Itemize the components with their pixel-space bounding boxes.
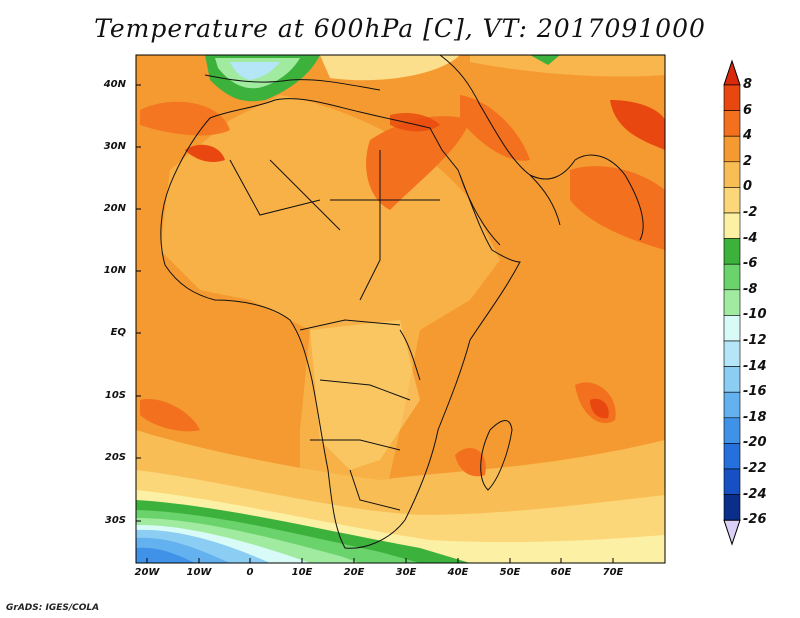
colorbar-label: -14 — [743, 358, 767, 374]
lon-label-50e: 50E — [499, 567, 521, 578]
grads-credit: GrADS: IGES/COLA — [6, 603, 100, 613]
colorbar-swatch — [723, 468, 741, 495]
map-frame — [135, 54, 666, 564]
axis-ticks — [136, 84, 614, 563]
lon-label-20w: 20W — [134, 567, 160, 578]
colorbar-swatch — [723, 84, 741, 111]
lon-label-30e: 30E — [395, 567, 417, 578]
lat-label-40n: 40N — [103, 79, 126, 90]
colorbar-swatch — [723, 135, 741, 163]
colorbar-label: -12 — [743, 333, 767, 348]
lon-label-20e: 20E — [343, 567, 365, 578]
colorbar-label: 6 — [743, 102, 753, 118]
colorbar-label: -8 — [743, 281, 758, 297]
colorbar-swatch — [723, 289, 741, 316]
temperature-field — [136, 55, 665, 563]
colorbar-swatch — [723, 366, 741, 393]
lat-label-20n: 20N — [103, 203, 126, 214]
colorbar-swatch — [723, 263, 741, 291]
colorbar-swatch — [723, 417, 741, 444]
lat-label-30s: 30S — [104, 515, 126, 526]
colorbar-bottom-arrow — [723, 519, 741, 546]
colorbar-label: -4 — [743, 230, 758, 246]
lat-label-10s: 10S — [104, 390, 126, 401]
lat-label-10n: 10N — [103, 265, 126, 276]
colorbar-swatch — [723, 161, 741, 188]
colorbar-swatch — [723, 391, 741, 419]
colorbar-label: 0 — [743, 179, 753, 195]
colorbar — [723, 59, 741, 546]
colorbar-label: -18 — [743, 409, 767, 425]
colorbar-label: 8 — [743, 77, 753, 92]
colorbar-label: -20 — [743, 435, 767, 451]
colorbar-swatch — [723, 187, 741, 214]
colorbar-top-arrow — [723, 59, 741, 86]
lon-label-10w: 10W — [186, 567, 212, 578]
lon-label-40e: 40E — [447, 567, 469, 578]
colorbar-label: -22 — [743, 461, 767, 476]
lon-label-60e: 60E — [550, 567, 572, 578]
colorbar-swatch — [723, 494, 741, 521]
lat-label-eq: EQ — [110, 327, 126, 338]
colorbar-swatch — [723, 238, 741, 265]
colorbar-label: -16 — [743, 384, 767, 400]
colorbar-swatch — [723, 212, 741, 239]
colorbar-label: -26 — [743, 512, 767, 528]
colorbar-label: -10 — [743, 307, 767, 323]
coastlines — [160, 55, 644, 549]
colorbar-swatch — [723, 340, 741, 367]
colorbar-label: -24 — [743, 486, 767, 502]
lon-label-0: 0 — [246, 567, 254, 578]
colorbar-swatch — [723, 443, 741, 470]
colorbar-swatch — [723, 315, 741, 342]
colorbar-label: -6 — [743, 256, 758, 272]
lat-label-30n: 30N — [103, 141, 126, 152]
colorbar-label: 2 — [743, 153, 753, 169]
colorbar-swatch — [723, 110, 741, 137]
colorbar-label: 4 — [743, 128, 753, 144]
lon-label-70e: 70E — [602, 567, 624, 578]
colorbar-label: -2 — [743, 205, 758, 220]
map-title: Temperature at 600hPa [C], VT: 201709100… — [94, 14, 706, 43]
lat-label-20s: 20S — [104, 452, 126, 463]
lon-label-10e: 10E — [291, 567, 313, 578]
